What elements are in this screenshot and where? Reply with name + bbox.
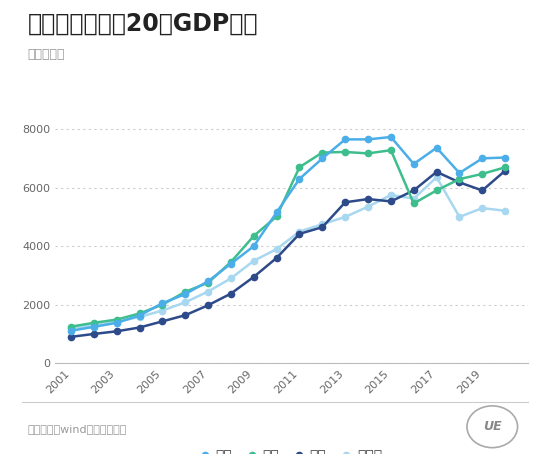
Text: 东北四大城市近20年GDP走势: 东北四大城市近20年GDP走势	[28, 11, 258, 35]
Text: UE: UE	[483, 420, 502, 433]
Text: 数据来源：wind、各市统计局: 数据来源：wind、各市统计局	[28, 424, 127, 434]
Text: 单位：亿元: 单位：亿元	[28, 48, 65, 61]
Legend: 大连, 沈阳, 长春, 哈尔滨: 大连, 沈阳, 长春, 哈尔滨	[195, 444, 388, 454]
